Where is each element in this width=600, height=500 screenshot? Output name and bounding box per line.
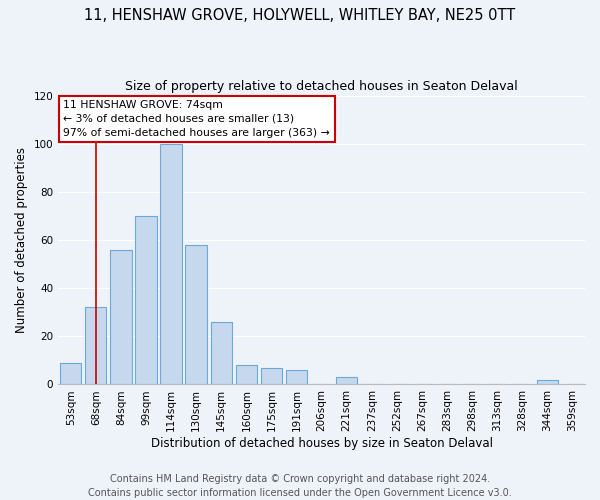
Bar	[60, 363, 82, 384]
X-axis label: Distribution of detached houses by size in Seaton Delaval: Distribution of detached houses by size …	[151, 437, 493, 450]
Bar	[261, 368, 282, 384]
Bar	[136, 216, 157, 384]
Bar	[185, 245, 207, 384]
Title: Size of property relative to detached houses in Seaton Delaval: Size of property relative to detached ho…	[125, 80, 518, 93]
Bar	[286, 370, 307, 384]
Bar	[236, 365, 257, 384]
Y-axis label: Number of detached properties: Number of detached properties	[15, 147, 28, 333]
Text: 11, HENSHAW GROVE, HOLYWELL, WHITLEY BAY, NE25 0TT: 11, HENSHAW GROVE, HOLYWELL, WHITLEY BAY…	[85, 8, 515, 22]
Bar	[160, 144, 182, 384]
Text: 11 HENSHAW GROVE: 74sqm
← 3% of detached houses are smaller (13)
97% of semi-det: 11 HENSHAW GROVE: 74sqm ← 3% of detached…	[64, 100, 330, 138]
Text: Contains HM Land Registry data © Crown copyright and database right 2024.
Contai: Contains HM Land Registry data © Crown c…	[88, 474, 512, 498]
Bar	[85, 308, 106, 384]
Bar	[537, 380, 558, 384]
Bar	[211, 322, 232, 384]
Bar	[110, 250, 131, 384]
Bar	[336, 377, 358, 384]
